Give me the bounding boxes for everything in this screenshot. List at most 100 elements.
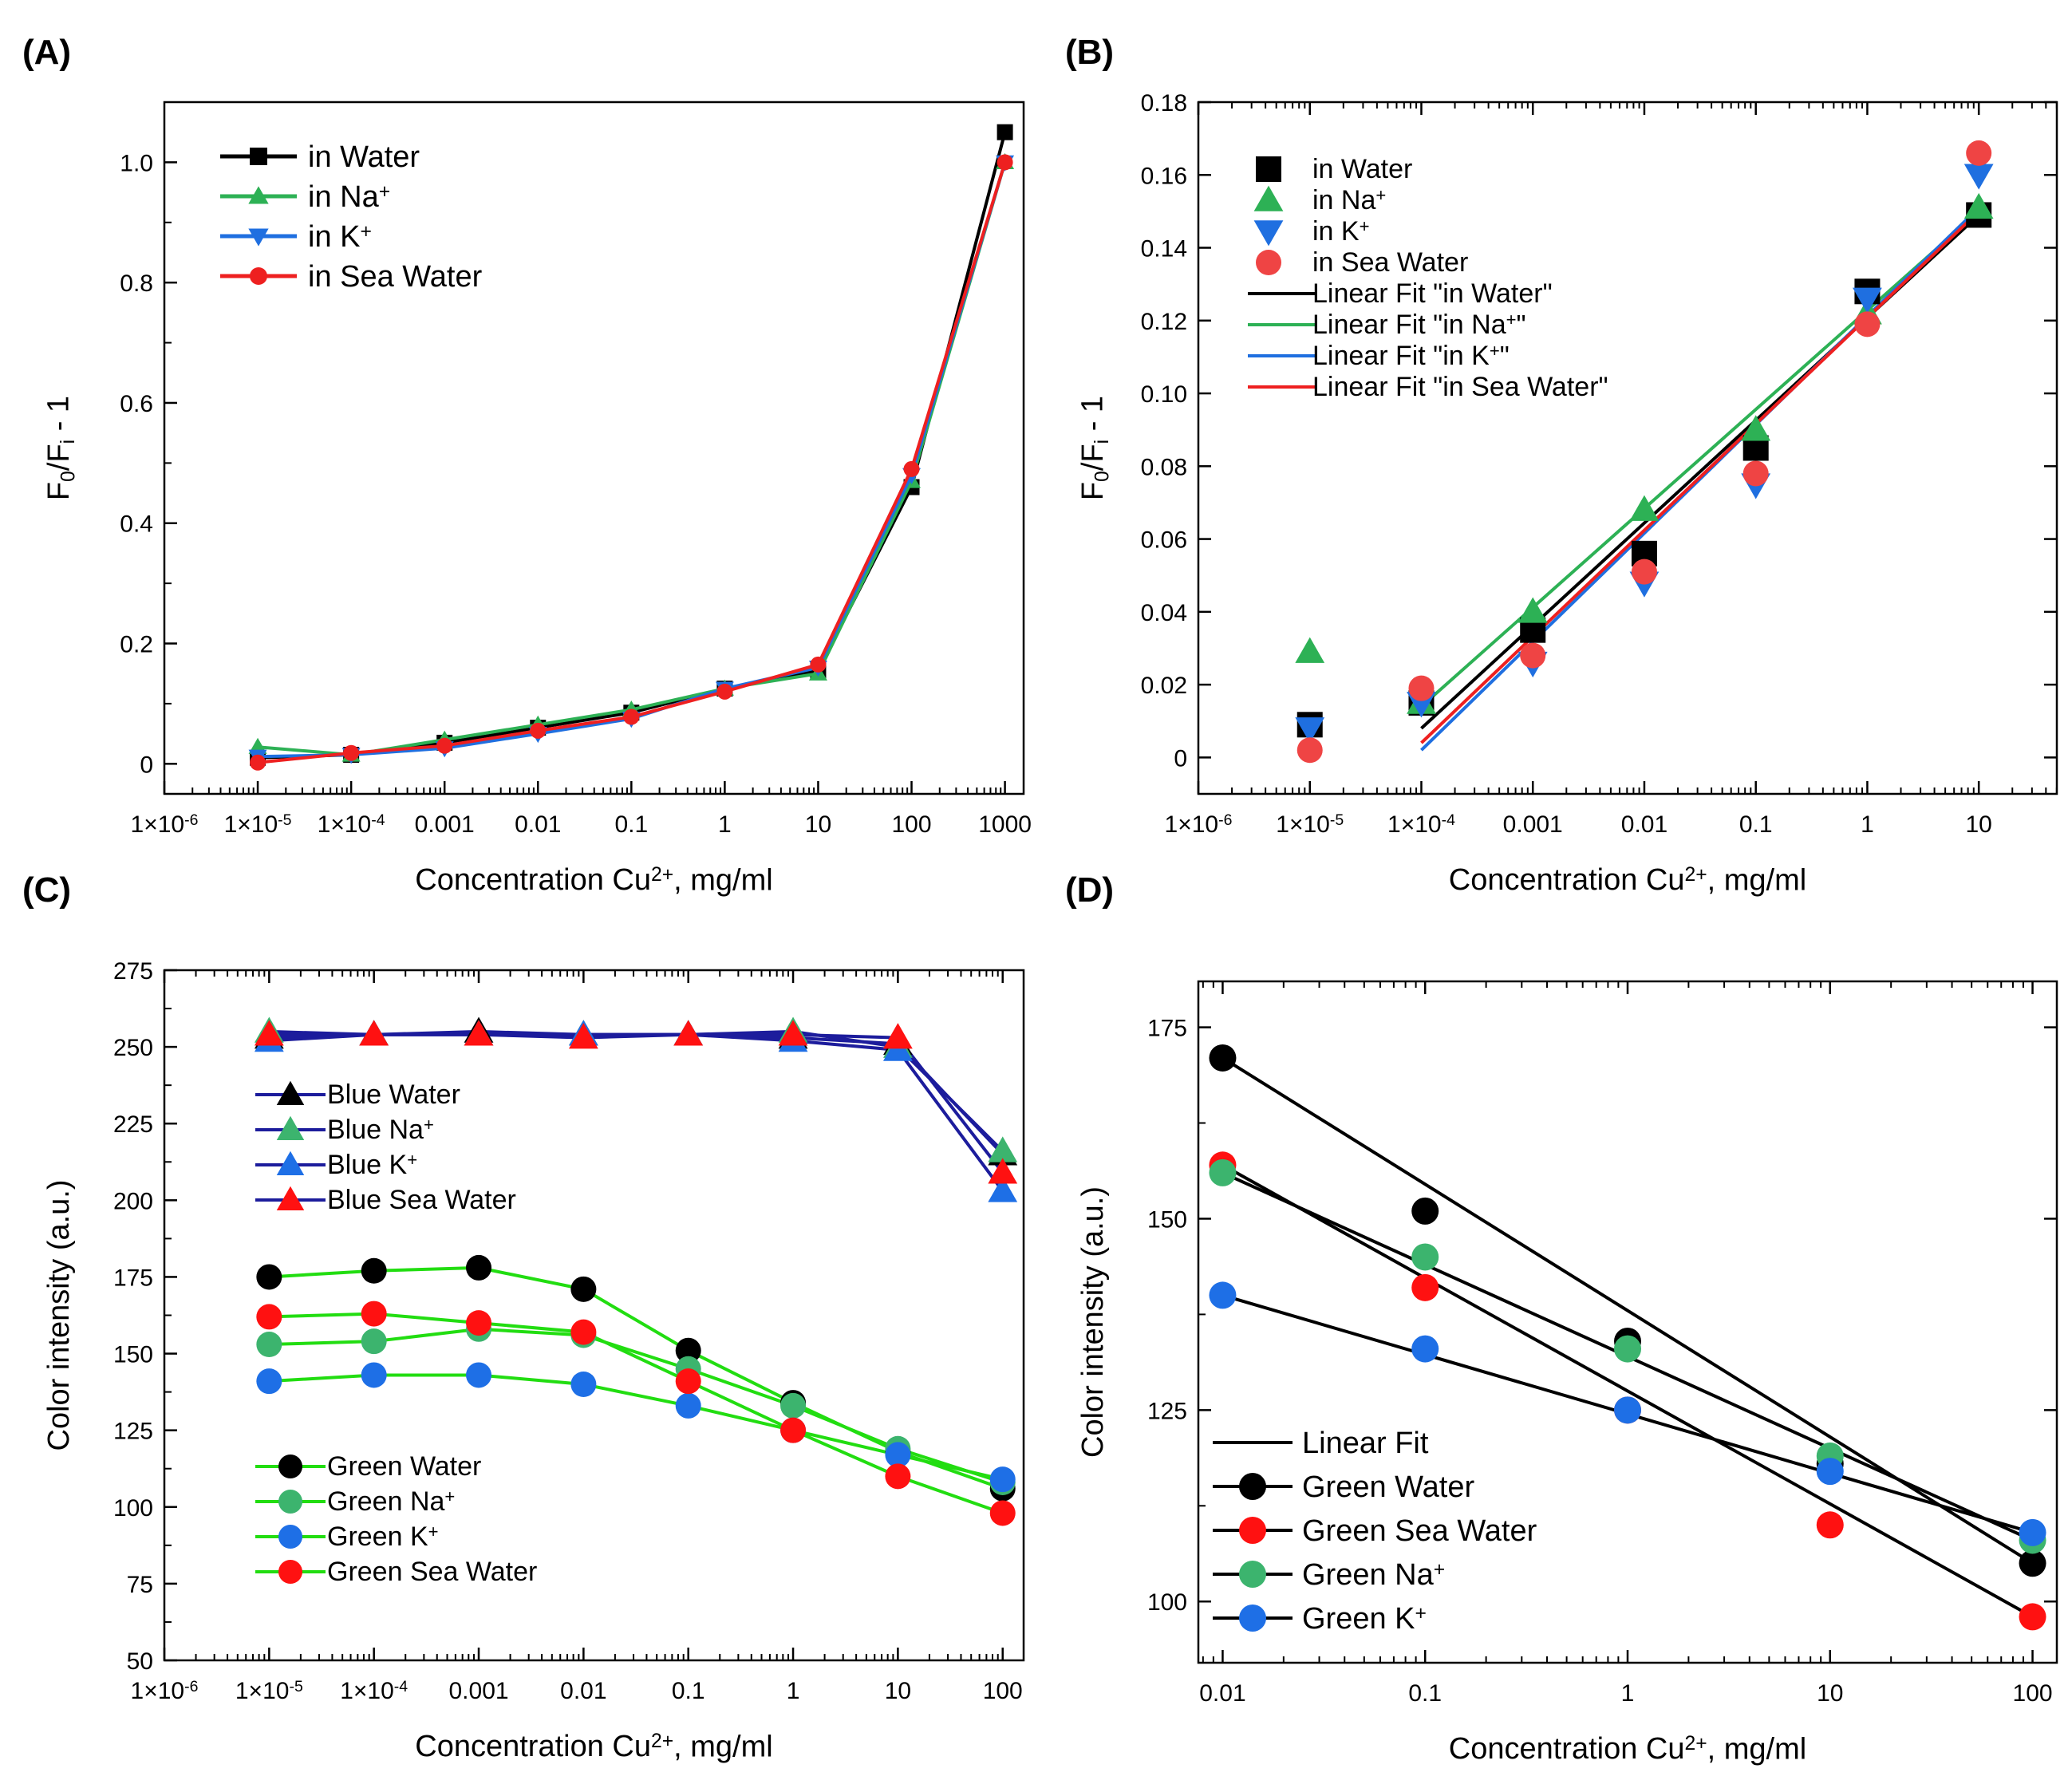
legend-label: in Na+ — [308, 180, 390, 214]
y-tick-label: 0.16 — [1141, 163, 1187, 189]
x-tick-label: 0.001 — [415, 811, 475, 838]
data-point — [1408, 675, 1435, 701]
data-point — [1614, 1335, 1641, 1363]
x-tick-label: 0.01 — [1621, 811, 1667, 838]
fit-line-1 — [1420, 210, 1980, 708]
legend-label: Green Sea Water — [1302, 1514, 1537, 1548]
x-axis-label: Concentration Cu2+, mg/ml — [1449, 1732, 1806, 1766]
data-point — [675, 1337, 701, 1364]
legend-label: in Sea Water — [1312, 247, 1468, 278]
legend-marker — [1256, 250, 1281, 275]
x-tick-label: 100 — [983, 1678, 1023, 1704]
y-axis-label: Color intensity (a.u.) — [1076, 1186, 1110, 1458]
y-tick-label: 0.08 — [1141, 454, 1187, 480]
x-tick-label: 100 — [891, 811, 931, 838]
y-tick-label: 225 — [113, 1111, 153, 1138]
x-tick-label: 0.01 — [515, 811, 561, 838]
data-point — [361, 1301, 387, 1327]
y-tick-label: 0.12 — [1141, 309, 1187, 335]
x-tick-label: 1×10-6 — [1165, 811, 1233, 838]
series-line-5 — [269, 1327, 1004, 1484]
x-tick-label: 1×10-5 — [235, 1678, 303, 1704]
legend-label: Linear Fit — [1302, 1427, 1429, 1460]
data-point — [1854, 311, 1881, 337]
x-tick-label: 0.01 — [1199, 1680, 1245, 1707]
series-line-2 — [258, 161, 1007, 759]
data-point — [989, 1466, 1016, 1493]
data-point — [2019, 1549, 2046, 1577]
data-point — [570, 1372, 597, 1397]
series-line-4 — [269, 1265, 1004, 1490]
data-point — [570, 1276, 597, 1302]
data-point — [359, 1020, 389, 1046]
legend-label: Linear Fit "in Water" — [1312, 278, 1553, 309]
y-tick-label: 125 — [1147, 1398, 1187, 1424]
legend-marker — [278, 1560, 302, 1584]
panel-label-c: (C) — [22, 870, 71, 910]
series-line-7 — [269, 1312, 1004, 1515]
data-point — [530, 722, 547, 739]
data-point — [1209, 1281, 1237, 1309]
data-point — [250, 754, 266, 771]
legend-marker — [278, 1525, 302, 1549]
y-tick-label: 0 — [140, 752, 153, 778]
legend-label: Blue Water — [327, 1080, 460, 1110]
y-tick-label: 0.4 — [120, 511, 153, 538]
chart-c: 1×10-6 1×10-5 1×10-4 0.001 0.01 0.1 1 10 100 50 75… — [42, 958, 1025, 1763]
x-tick-label: 0.1 — [1408, 1680, 1442, 1707]
data-point — [1614, 1396, 1641, 1424]
data-point — [1520, 642, 1546, 669]
x-tick-label: 1×10-4 — [1387, 811, 1455, 838]
legend-label: Linear Fit "in Na+" — [1312, 310, 1526, 340]
x-tick-label: 10 — [805, 811, 831, 838]
legend-marker — [250, 267, 267, 285]
data-point — [1295, 637, 1325, 663]
legend-label: in Sea Water — [308, 260, 483, 294]
data-point — [1741, 415, 1771, 441]
x-tick-label: 10 — [1965, 811, 1991, 838]
data-point — [466, 1310, 492, 1336]
data-point — [2019, 1518, 2046, 1546]
x-tick-label: 1×10-4 — [318, 811, 385, 838]
legend-marker — [278, 1490, 302, 1514]
series-line-6 — [269, 1373, 1004, 1482]
x-tick-label: 1×10-5 — [224, 811, 292, 838]
x-tick-label: 0.1 — [1739, 811, 1773, 838]
chart-b: 1×10-6 1×10-5 1×10-4 0.001 0.01 0.1 1 10 0 0.02 0.… — [1076, 90, 2058, 897]
data-point — [1631, 559, 1657, 585]
x-tick-label: 1×10-6 — [131, 1678, 199, 1704]
data-point — [1629, 495, 1660, 521]
x-tick-label: 1×10-5 — [1276, 811, 1344, 838]
data-point — [466, 1254, 492, 1281]
data-point — [361, 1257, 387, 1284]
y-tick-label: 175 — [113, 1265, 153, 1291]
legend-label: Green Na+ — [327, 1486, 455, 1517]
y-tick-label: 0.8 — [120, 270, 153, 297]
data-point — [1295, 717, 1325, 744]
x-tick-label: 1 — [1621, 1680, 1635, 1707]
data-point — [1411, 1335, 1439, 1363]
data-point — [1411, 1273, 1439, 1301]
y-tick-label: 1.0 — [120, 150, 153, 176]
legend-label: Green K+ — [327, 1522, 439, 1552]
y-axis-label-group: F0/Fi - 1 — [1076, 396, 1114, 500]
x-tick-label: 1 — [718, 811, 732, 838]
data-point — [716, 683, 733, 700]
y-tick-label: 0.18 — [1141, 90, 1187, 116]
y-tick-label: 150 — [1147, 1206, 1187, 1233]
data-point — [997, 124, 1013, 140]
x-axis-label: Concentration Cu2+, mg/ml — [415, 1730, 772, 1763]
data-point — [780, 1392, 807, 1419]
legend-label: in Water — [308, 140, 420, 174]
data-point — [361, 1362, 387, 1388]
legend-label: in Na+ — [1312, 185, 1386, 215]
legend-label: in K+ — [308, 220, 372, 254]
data-point — [1517, 597, 1548, 623]
data-point — [1963, 164, 1994, 190]
data-point — [1816, 1458, 1844, 1486]
series-line-3 — [269, 1032, 1004, 1174]
data-point — [256, 1332, 282, 1358]
y-tick-label: 200 — [113, 1188, 153, 1214]
y-tick-label: 100 — [113, 1495, 153, 1522]
